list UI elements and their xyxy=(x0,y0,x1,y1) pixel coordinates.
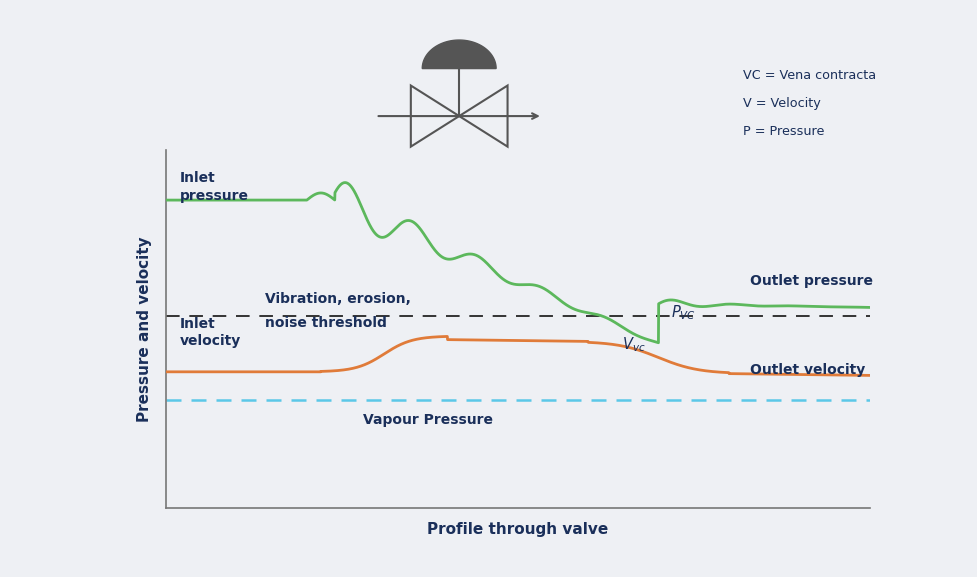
Text: Outlet velocity: Outlet velocity xyxy=(750,363,866,377)
Text: VC = Vena contracta: VC = Vena contracta xyxy=(743,69,875,83)
Text: P = Pressure: P = Pressure xyxy=(743,125,824,138)
Text: Vapour Pressure: Vapour Pressure xyxy=(363,413,493,427)
Text: Inlet
velocity: Inlet velocity xyxy=(180,317,241,348)
Text: Inlet
pressure: Inlet pressure xyxy=(180,171,249,203)
Y-axis label: Pressure and velocity: Pressure and velocity xyxy=(137,236,152,422)
Text: V = Velocity: V = Velocity xyxy=(743,97,821,110)
X-axis label: Profile through valve: Profile through valve xyxy=(427,522,609,537)
Text: noise threshold: noise threshold xyxy=(265,316,387,331)
Polygon shape xyxy=(422,40,496,69)
Text: Vibration, erosion,: Vibration, erosion, xyxy=(265,291,410,306)
Text: $V_{vc}$: $V_{vc}$ xyxy=(622,336,646,354)
Text: $P_{VC}$: $P_{VC}$ xyxy=(671,304,696,322)
Text: Outlet pressure: Outlet pressure xyxy=(750,273,872,287)
